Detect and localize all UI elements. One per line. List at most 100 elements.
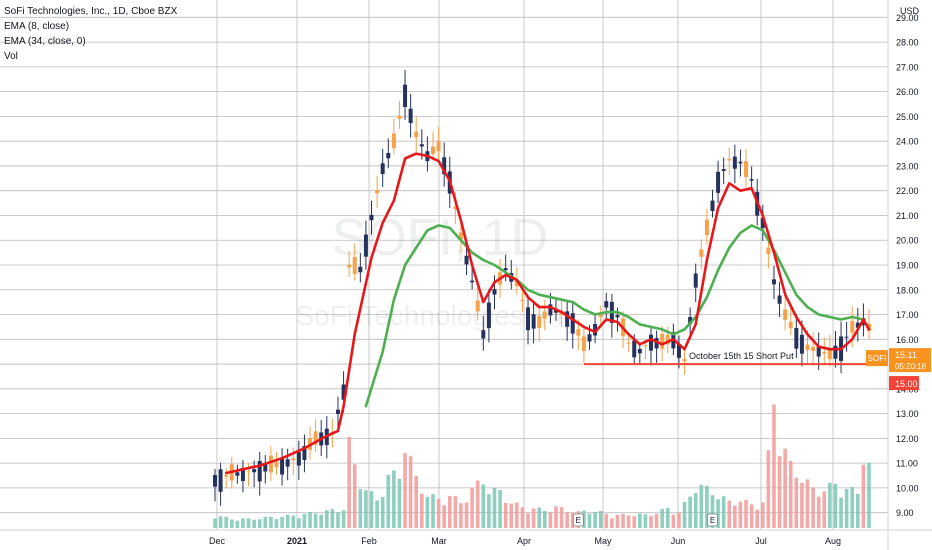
- candle: [481, 316, 486, 351]
- volume-bar: [593, 511, 597, 528]
- candle: [526, 294, 531, 345]
- volume-bar: [252, 519, 256, 528]
- volume-bar: [772, 404, 776, 528]
- y-tick-label: 10.00: [896, 483, 919, 493]
- candle: [240, 459, 245, 493]
- x-tick-label: Aug: [825, 536, 841, 546]
- volume-bar: [235, 520, 240, 528]
- candle: [296, 440, 301, 480]
- volume-bar: [274, 519, 279, 528]
- candle-body: [514, 280, 519, 286]
- candle-body: [542, 311, 547, 319]
- volume-bar: [425, 496, 430, 528]
- volume-bar: [526, 513, 530, 528]
- volume-bar: [811, 487, 815, 528]
- candle-body: [442, 157, 447, 175]
- candle: [682, 349, 687, 375]
- candle: [352, 243, 357, 281]
- volume-bar: [436, 499, 441, 528]
- volume-bar: [213, 518, 217, 528]
- volume-bar: [403, 453, 407, 528]
- volume-bar: [453, 496, 458, 528]
- candle: [732, 144, 737, 184]
- volume-bar: [805, 479, 810, 528]
- candle: [408, 93, 413, 138]
- candle: [358, 252, 363, 283]
- volume-bar: [487, 494, 491, 528]
- candle-body: [816, 347, 821, 357]
- candle-body: [363, 234, 368, 257]
- candle: [263, 454, 268, 484]
- candle: [676, 335, 681, 369]
- candle-body: [682, 359, 687, 362]
- candle-body: [693, 273, 698, 288]
- candle-body: [470, 280, 475, 283]
- volume-bar: [744, 499, 748, 528]
- volume-bar: [615, 514, 620, 528]
- volume-legend: Vol: [4, 51, 18, 62]
- symbol-tag-label: SOFI: [868, 354, 887, 363]
- volume-bar: [733, 505, 737, 528]
- candle-body: [358, 266, 363, 273]
- candle-body: [732, 156, 737, 169]
- candle-body: [531, 314, 536, 329]
- y-tick-label: 27.00: [896, 62, 919, 72]
- candle-body: [649, 334, 653, 351]
- volume-bar: [308, 512, 312, 528]
- volume-bar: [671, 514, 676, 528]
- candle-body: [548, 304, 553, 316]
- candle-body: [436, 141, 441, 152]
- candle: [799, 320, 804, 367]
- volume-bar: [598, 511, 603, 528]
- candle: [335, 396, 340, 429]
- volume-bar: [414, 475, 419, 528]
- volume-bar: [610, 518, 614, 528]
- volume-bar: [297, 518, 301, 528]
- candle-body: [375, 190, 380, 194]
- symbol-tag: [866, 350, 888, 367]
- candle: [213, 468, 217, 502]
- candle-body: [520, 299, 525, 301]
- x-tick-label: Apr: [517, 536, 531, 546]
- last-price-value: 15.11: [895, 350, 917, 360]
- volume-bar: [850, 487, 855, 528]
- candle-body: [218, 469, 223, 492]
- candle: [593, 315, 598, 344]
- earnings-marker-box: [707, 513, 718, 527]
- candle-body: [246, 471, 251, 473]
- candle-body: [341, 384, 346, 400]
- candle-body: [749, 179, 754, 181]
- candle-body: [626, 342, 631, 344]
- volume-bar: [822, 491, 827, 528]
- candle: [749, 166, 754, 188]
- volume-bar: [431, 494, 435, 528]
- y-tick-label: 13.00: [896, 409, 919, 419]
- candle: [257, 451, 262, 496]
- volume-bar: [816, 496, 821, 528]
- y-tick-label: 12.00: [896, 434, 919, 444]
- volume-bar: [257, 519, 262, 528]
- earnings-marker: E: [707, 513, 718, 527]
- volume-bar: [632, 516, 637, 528]
- candle-body: [565, 311, 570, 327]
- candle-body: [274, 461, 279, 468]
- candle: [822, 337, 827, 365]
- candle: [855, 307, 860, 342]
- candle: [699, 239, 704, 270]
- volume-bar: [660, 509, 664, 528]
- candle: [581, 326, 586, 363]
- candle: [727, 147, 732, 176]
- candle-body: [263, 464, 268, 472]
- volume-bar: [520, 507, 525, 528]
- volume-bar: [777, 456, 782, 528]
- x-tick-label: Mar: [431, 536, 447, 546]
- candle-body: [419, 144, 424, 147]
- volume-bar: [319, 514, 324, 528]
- candle-body: [391, 133, 396, 149]
- candle-body: [431, 146, 435, 155]
- candle: [570, 303, 575, 349]
- earnings-marker: E: [572, 513, 584, 527]
- candle: [414, 116, 419, 152]
